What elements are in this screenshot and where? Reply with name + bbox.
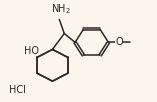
Text: NH$_2$: NH$_2$ — [51, 2, 71, 16]
Text: HCl: HCl — [9, 85, 26, 95]
Text: O: O — [115, 37, 123, 47]
Text: HO: HO — [24, 46, 39, 56]
